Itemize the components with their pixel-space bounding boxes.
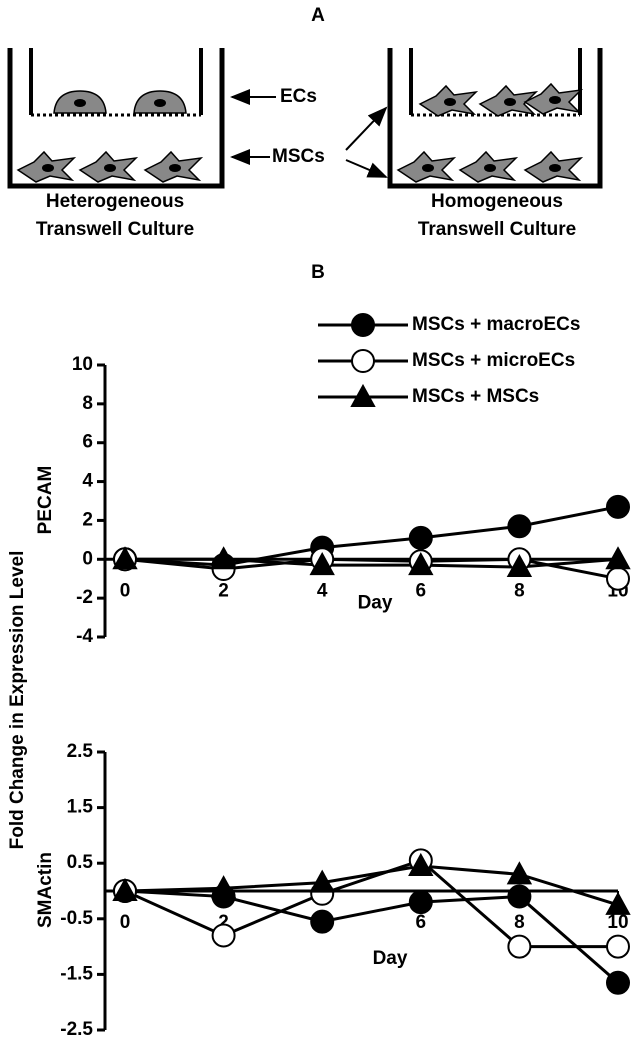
legend-marker <box>350 383 376 407</box>
y-tick-label: 2.5 <box>67 741 94 762</box>
panel-label: A <box>311 5 325 26</box>
marker <box>506 553 533 578</box>
marker <box>309 552 335 576</box>
legend-label: MSCs + MSCs <box>412 386 539 407</box>
y-tick-label: 2 <box>82 509 93 530</box>
x-tick-label: 6 <box>416 580 427 601</box>
legend-label: MSCs + macroECs <box>412 314 580 335</box>
series-line <box>125 557 619 569</box>
marker <box>210 875 237 899</box>
marker <box>606 934 630 959</box>
marker <box>408 890 433 915</box>
y-tick-label: -0.5 <box>60 908 93 929</box>
caption: Transwell Culture <box>36 219 194 240</box>
series-line <box>124 858 618 949</box>
y-tick-label: -4 <box>76 626 93 647</box>
marker <box>605 546 631 570</box>
series-line <box>124 889 619 984</box>
marker <box>506 861 533 885</box>
x-tick-label: 2 <box>218 580 229 601</box>
y-tick-label: 6 <box>82 432 93 453</box>
x-tick-label: 10 <box>607 912 628 933</box>
series-line <box>124 864 619 907</box>
marker <box>507 514 532 539</box>
marker <box>309 869 335 893</box>
marker <box>210 546 237 570</box>
arrows <box>230 89 388 178</box>
marker <box>112 877 138 901</box>
x-tick-label: 6 <box>416 912 427 933</box>
legend-label: MSCs + microECs <box>412 350 575 371</box>
y-axis-label: Fold Change in Expression Level <box>7 551 28 850</box>
series-line <box>124 557 619 581</box>
marker <box>112 546 138 570</box>
marker <box>606 970 630 995</box>
y-axis-label: PECAM <box>35 466 56 535</box>
x-axis-label: Day <box>358 592 393 613</box>
marker <box>507 934 532 959</box>
marker <box>310 909 335 934</box>
marker <box>507 884 532 909</box>
x-axis-label: Day <box>373 948 408 969</box>
legend-marker <box>351 313 375 337</box>
y-tick-label: -2.5 <box>60 1019 93 1040</box>
marker <box>606 494 630 519</box>
transwell <box>7 48 603 189</box>
legend-marker <box>351 349 375 373</box>
diagram-label: MSCs <box>272 146 325 167</box>
series-line <box>124 505 619 567</box>
marker <box>211 923 236 948</box>
y-tick-label: -2 <box>76 587 93 608</box>
y-tick-label: 4 <box>82 471 93 492</box>
x-tick-label: 0 <box>120 580 131 601</box>
y-tick-label: 0 <box>82 548 93 569</box>
caption: Transwell Culture <box>418 219 576 240</box>
panel-label: B <box>311 262 325 283</box>
marker <box>408 525 433 550</box>
y-axis-label: SMActin <box>35 852 56 928</box>
y-tick-label: 1.5 <box>67 797 94 818</box>
marker <box>606 566 630 591</box>
x-tick-label: 0 <box>120 912 131 933</box>
marker <box>408 552 434 576</box>
x-tick-label: 4 <box>317 580 328 601</box>
y-tick-label: -1.5 <box>60 963 93 984</box>
x-tick-label: 2 <box>218 912 229 933</box>
marker <box>605 891 631 915</box>
x-tick-label: 8 <box>514 580 525 601</box>
y-tick-label: 0.5 <box>67 852 94 873</box>
caption: Homogeneous <box>431 191 563 212</box>
y-tick-label: 8 <box>82 393 93 414</box>
diagram-label: ECs <box>280 86 317 107</box>
x-tick-label: 8 <box>514 912 525 933</box>
marker <box>408 852 434 876</box>
caption: Heterogeneous <box>46 191 184 212</box>
y-tick-label: 10 <box>72 354 93 375</box>
